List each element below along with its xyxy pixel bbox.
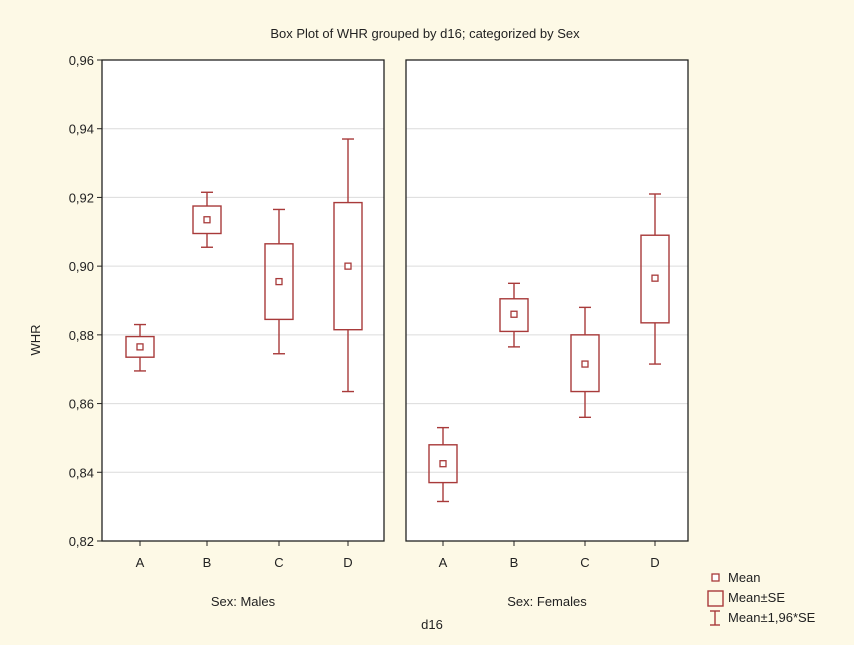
se-box (125, 335, 155, 358)
panel-1: A B C D Sex: Females (405, 59, 689, 609)
y-tick-label: 0,92 (69, 190, 94, 205)
se-box (428, 444, 458, 484)
plot-layer: 0,82 0,84 0,86 0,88 0,90 0,92 0,94 0,96 A B C D Sex:… (69, 53, 689, 609)
chart-title: Box Plot of WHR grouped by d16; categori… (270, 26, 580, 41)
x-axis-label: d16 (421, 617, 443, 632)
mean-marker (510, 310, 518, 318)
panel-frame (101, 59, 385, 542)
box-B (499, 282, 529, 348)
x-tick-label: A (439, 555, 448, 570)
legend-ci-label: Mean±1,96*SE (728, 610, 816, 625)
se-box (570, 334, 600, 393)
se-box (499, 298, 529, 333)
box-C (570, 306, 600, 419)
y-axis-label: WHR (28, 324, 43, 355)
box-B (192, 191, 222, 248)
panel-frame (405, 59, 689, 542)
box-A (428, 426, 458, 503)
mean-marker (203, 216, 211, 224)
x-tick-label: C (580, 555, 589, 570)
legend-se-symbol (707, 590, 724, 607)
mean-marker (136, 343, 144, 351)
se-box (333, 201, 363, 331)
legend: Mean Mean±SE Mean±1,96*SE (707, 570, 816, 626)
x-tick-label: B (203, 555, 212, 570)
panel-label: Sex: Males (211, 594, 276, 609)
mean-marker (344, 262, 352, 270)
x-tick-label: D (650, 555, 659, 570)
y-tick-label: 0,90 (69, 259, 94, 274)
mean-marker (439, 460, 447, 468)
y-tick-label: 0,94 (69, 122, 94, 137)
panel-background (102, 60, 384, 541)
y-tick-label: 0,88 (69, 328, 94, 343)
y-tick-label: 0,82 (69, 534, 94, 549)
x-tick-label: C (274, 555, 283, 570)
se-box (264, 243, 294, 321)
se-box (640, 234, 670, 324)
panel-label: Sex: Females (507, 594, 587, 609)
mean-marker (275, 277, 283, 286)
box-D (333, 138, 363, 393)
y-tick-label: 0,84 (69, 465, 94, 480)
y-tick-label: 0,96 (69, 53, 94, 68)
box-C (264, 208, 294, 355)
x-tick-label: D (343, 555, 352, 570)
y-tick-label: 0,86 (69, 397, 94, 412)
box-A (125, 323, 155, 372)
x-tick-label: B (510, 555, 519, 570)
legend-se-label: Mean±SE (728, 590, 785, 605)
se-box (192, 205, 222, 235)
panel-0: 0,82 0,84 0,86 0,88 0,90 0,92 0,94 0,96 A B C D Sex:… (69, 53, 385, 609)
mean-marker (651, 274, 659, 282)
legend-mean-symbol (711, 573, 720, 582)
mean-marker (581, 360, 589, 368)
legend-mean-label: Mean (728, 570, 761, 585)
box-D (640, 193, 670, 365)
panel-background (406, 60, 688, 541)
x-tick-label: A (136, 555, 145, 570)
